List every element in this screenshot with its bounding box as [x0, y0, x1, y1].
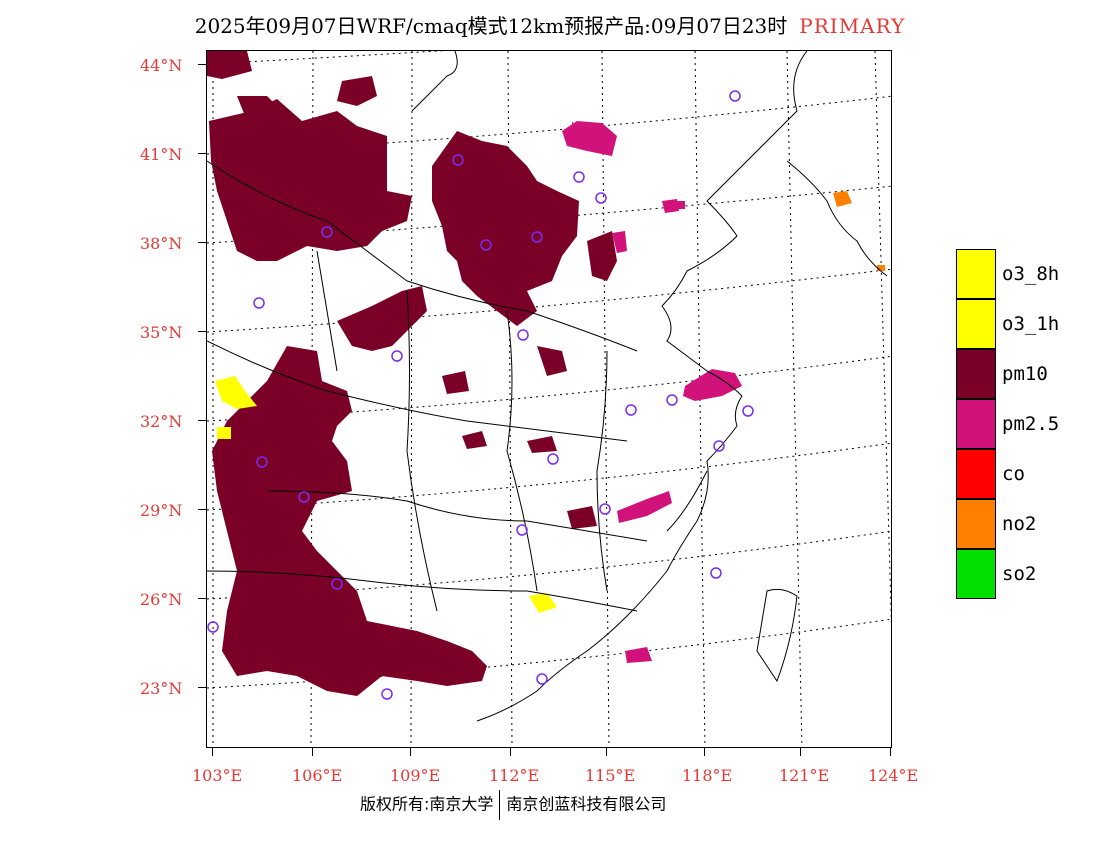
footer-left: 版权所有:南京大学 [360, 794, 494, 814]
legend-label: co [1002, 463, 1025, 485]
legend-item-pm25: pm2.5 [956, 399, 1096, 449]
pollutant-legend: o3_8h o3_1h pm10 pm2.5 co no2 so2 [956, 249, 1096, 599]
copyright-footer: 版权所有:南京大学 南京创蓝科技有限公司 [360, 790, 666, 820]
lat-tick [198, 509, 206, 510]
lat-label-35: 35°N [140, 323, 183, 342]
lon-tick [890, 748, 891, 756]
legend-swatch [956, 449, 996, 499]
lat-label-38: 38°N [140, 234, 183, 253]
lon-label-109: 109°E [390, 766, 441, 785]
no2-regions [833, 191, 885, 271]
lat-label-23: 23°N [140, 679, 183, 698]
legend-label: so2 [1002, 563, 1037, 585]
lon-label-121: 121°E [779, 766, 830, 785]
lon-tick [212, 748, 213, 756]
legend-label: o3_1h [1002, 313, 1060, 335]
lon-tick [410, 748, 411, 756]
lat-tick [198, 687, 206, 688]
legend-swatch [956, 249, 996, 299]
pm25-regions [562, 121, 742, 663]
legend-item-so2: so2 [956, 549, 1096, 599]
lat-tick [198, 331, 206, 332]
footer-right: 南京创蓝科技有限公司 [506, 794, 667, 814]
lon-label-103: 103°E [192, 766, 243, 785]
lon-label-106: 106°E [292, 766, 343, 785]
lat-label-44: 44°N [140, 56, 183, 75]
lon-label-124: 124°E [868, 766, 919, 785]
lon-tick [704, 748, 705, 756]
lon-label-115: 115°E [585, 766, 636, 785]
lat-tick [198, 598, 206, 599]
legend-label: pm10 [1002, 363, 1048, 385]
lon-label-118: 118°E [682, 766, 733, 785]
lat-tick [198, 64, 206, 65]
legend-swatch [956, 349, 996, 399]
legend-swatch [956, 299, 996, 349]
lat-label-26: 26°N [140, 590, 183, 609]
primary-tag: PRIMARY [799, 14, 906, 38]
lon-tick [312, 748, 313, 756]
legend-item-o3-8h: o3_8h [956, 249, 1096, 299]
lon-tick [800, 748, 801, 756]
legend-item-no2: no2 [956, 499, 1096, 549]
lat-tick [198, 420, 206, 421]
lon-tick [510, 748, 511, 756]
forecast-map [206, 50, 892, 748]
legend-item-o3-1h: o3_1h [956, 299, 1096, 349]
legend-label: no2 [1002, 513, 1037, 535]
legend-item-pm10: pm10 [956, 349, 1096, 399]
stations [207, 90, 754, 700]
footer-separator [499, 790, 501, 820]
legend-swatch [956, 499, 996, 549]
lat-label-29: 29°N [140, 501, 183, 520]
o3-regions [215, 376, 557, 613]
page-title: 2025年09月07日WRF/cmaq模式12km预报产品:09月07日23时 P… [0, 10, 1100, 39]
lat-tick [198, 242, 206, 243]
map-canvas [207, 51, 891, 747]
lon-label-112: 112°E [489, 766, 540, 785]
legend-swatch [956, 549, 996, 599]
legend-item-co: co [956, 449, 1096, 499]
lat-label-32: 32°N [140, 412, 183, 431]
legend-label: pm2.5 [1002, 413, 1060, 435]
title-text: 2025年09月07日WRF/cmaq模式12km预报产品:09月07日23时 [194, 14, 788, 38]
boundaries [207, 51, 888, 722]
pm10-regions [207, 51, 617, 696]
legend-label: o3_8h [1002, 263, 1060, 285]
lon-tick [606, 748, 607, 756]
lat-label-41: 41°N [140, 145, 183, 164]
lat-tick [198, 153, 206, 154]
legend-swatch [956, 399, 996, 449]
